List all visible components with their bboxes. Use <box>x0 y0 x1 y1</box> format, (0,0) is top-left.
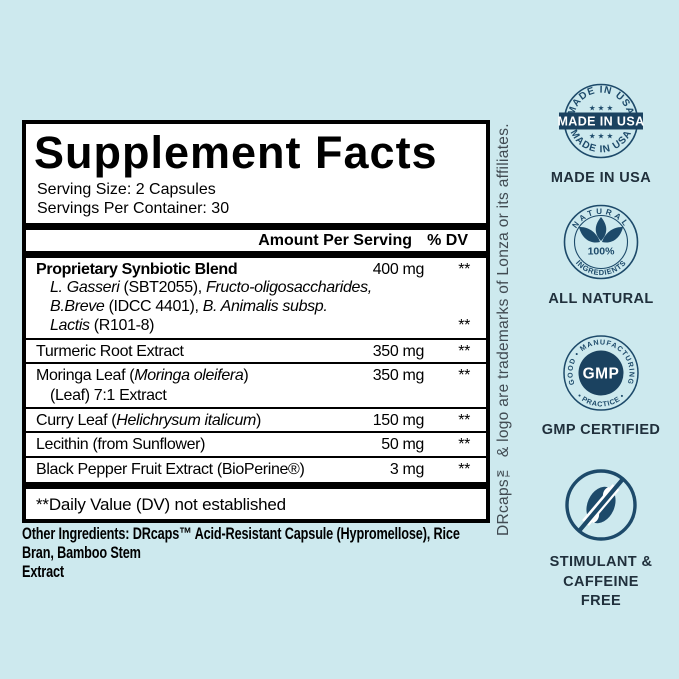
blend-component-line: Lactis (R101-8) ** <box>50 317 470 336</box>
ingredient-row-turmeric: Turmeric Root Extract 350 mg ** <box>26 340 486 365</box>
blend-components: L. Gasseri (SBT2055), Fructo-oligosaccha… <box>26 279 486 336</box>
species-name: L. Gasseri <box>50 279 120 297</box>
species-name: Lactis <box>50 317 90 335</box>
ingredient-name: Moringa Leaf (Moringa oleifera) (Leaf) 7… <box>36 366 336 405</box>
usa-stamp-icon: MADE IN USA MADE IN USA ★ ★ ★ MADE IN US… <box>557 83 644 159</box>
badge-stimulant-caffeine-free: STIMULANT & CAFFEINE FREE <box>541 460 661 612</box>
ingredient-name: Proprietary Synbiotic Blend <box>36 260 238 278</box>
ingredient-name: Lecithin (from Sunflower) <box>36 436 206 454</box>
serving-size-text: Serving Size: 2 Capsules <box>37 180 216 198</box>
natural-seal-icon: NATURAL INGREDIENTS 100% <box>563 204 639 280</box>
other-ingredients-line1: Other Ingredients: DRcaps™ Acid-Resistan… <box>22 525 460 562</box>
badge-label-line1: STIMULANT & <box>549 554 653 570</box>
strain-code: (SBT2055), <box>119 279 206 297</box>
other-ingredients-text: Other Ingredients: DRcaps™ Acid-Resistan… <box>22 525 493 582</box>
strain-code: (IDCC 4401), <box>104 298 203 316</box>
panel-title: Supplement Facts <box>34 127 438 178</box>
dv-value: ** <box>458 367 470 385</box>
percent-dv-header: % DV <box>427 231 468 249</box>
badge-label-made-in-usa: MADE IN USA <box>550 170 652 186</box>
species-name: B. Animalis subsp. <box>202 298 328 316</box>
strain-code: (R101-8) <box>89 317 155 335</box>
dv-value: ** <box>458 411 470 429</box>
badge-label-stimulant-free: STIMULANT & CAFFEINE FREE <box>541 553 661 612</box>
gmp-seal-icon: GOOD • MANUFACTURING • PRACTICE • GMP <box>563 335 639 411</box>
badge-all-natural: NATURAL INGREDIENTS 100% ALL NATURAL <box>541 197 661 310</box>
divider-bar-top <box>26 222 486 230</box>
badge-label-all-natural: ALL NATURAL <box>548 291 654 307</box>
amount-value: 350 mg <box>372 342 425 360</box>
ingredient-name: Turmeric Root Extract <box>36 342 184 360</box>
dv-value: ** <box>458 460 470 478</box>
species-line: Lactis (R101-8) <box>50 317 424 336</box>
ingredient-row-black-pepper: Black Pepper Fruit Extract (BioPerine®) … <box>26 458 486 490</box>
stars-top: ★ ★ ★ <box>589 104 614 113</box>
no-caffeine-icon <box>565 469 637 541</box>
ingredient-name: Black Pepper Fruit Extract (BioPerine®) <box>36 460 305 478</box>
amount-value: 50 mg <box>381 436 424 454</box>
gmp-center-disc <box>578 350 624 396</box>
dv-value: ** <box>458 436 470 454</box>
badge-made-in-usa: MADE IN USA MADE IN USA ★ ★ ★ MADE IN US… <box>541 76 661 189</box>
ingredient-row-proprietary-blend: Proprietary Synbiotic Blend 400 mg ** L.… <box>26 258 486 340</box>
usa-banner <box>559 112 643 130</box>
badge-gmp-certified: GOOD • MANUFACTURING • PRACTICE • GMP GM… <box>541 328 661 441</box>
badge-label-line2: CAFFEINE FREE <box>563 573 639 610</box>
usa-banner-text: MADE IN USA <box>557 115 644 129</box>
gmp-center-text: GMP <box>583 366 620 383</box>
species-name: B.Breve <box>50 298 105 316</box>
blend-component-line: B.Breve (IDCC 4401), B. Animalis subsp. <box>50 298 470 317</box>
ingredient-row-curry-leaf: Curry Leaf (Helichrysum italicum) 150 mg… <box>26 409 486 434</box>
dv-value: ** <box>458 317 470 335</box>
blend-component-line: L. Gasseri (SBT2055), Fructo-oligosaccha… <box>50 279 470 298</box>
ingredient-row-lecithin: Lecithin (from Sunflower) 50 mg ** <box>26 433 486 458</box>
supplement-facts-panel: Supplement Facts Serving Size: 2 Capsule… <box>22 120 490 523</box>
ingredient-name: Curry Leaf (Helichrysum italicum) <box>36 411 261 429</box>
stars-bottom: ★ ★ ★ <box>589 132 614 141</box>
amount-per-serving-header: Amount Per Serving <box>258 231 412 249</box>
amount-value: 350 mg <box>372 367 425 385</box>
column-header-row: Amount Per Serving % DV <box>26 230 486 258</box>
lotus-leaf-icon <box>579 217 623 243</box>
badge-label-gmp-certified: GMP CERTIFIED <box>541 422 661 438</box>
other-ingredients-line2: Extract <box>22 562 65 581</box>
hundred-percent-text: 100% <box>588 246 616 258</box>
dv-value: ** <box>458 342 470 360</box>
dv-value: ** <box>458 260 470 278</box>
daily-value-footnote: **Daily Value (DV) not established <box>36 495 286 515</box>
ingredient-name-line2: (Leaf) 7:1 Extract <box>50 387 167 404</box>
slash-line <box>577 477 625 533</box>
svg-text:INGREDIENTS: INGREDIENTS <box>574 258 628 277</box>
ingredient-row-moringa: Moringa Leaf (Moringa oleifera) (Leaf) 7… <box>26 364 486 409</box>
servings-per-container-text: Servings Per Container: 30 <box>37 200 230 218</box>
blend-main-line: Proprietary Synbiotic Blend 400 mg ** <box>26 258 486 280</box>
serving-info: Serving Size: 2 Capsules Servings Per Co… <box>37 180 486 219</box>
amount-value: 3 mg <box>389 460 425 478</box>
species-name: Fructo-oligosaccharides, <box>205 279 372 297</box>
trademark-vertical-text: DRcaps™ & logo are trademarks of Lonza o… <box>495 123 512 537</box>
amount-value: 150 mg <box>372 411 425 429</box>
amount-value: 400 mg <box>372 260 425 278</box>
